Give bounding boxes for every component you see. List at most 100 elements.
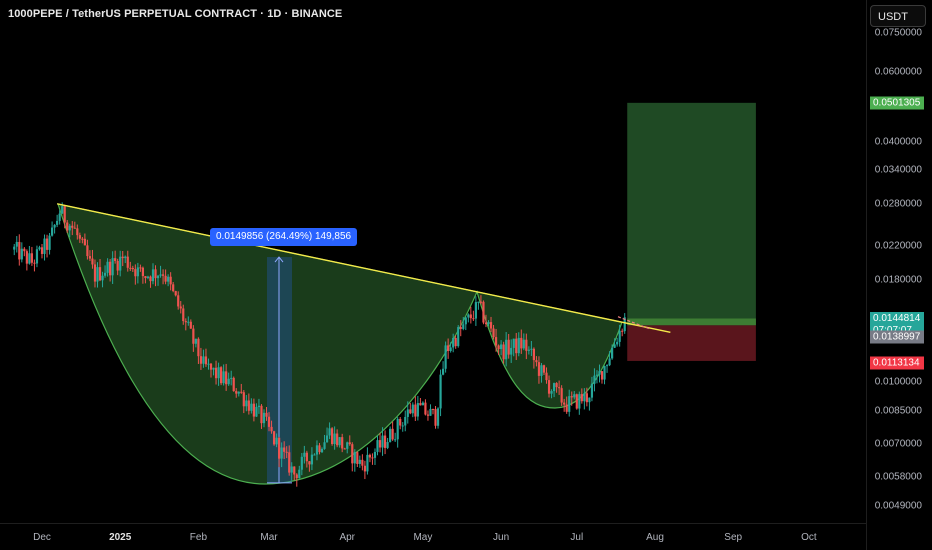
candle-body	[220, 367, 223, 384]
candle-body	[270, 426, 273, 432]
candle-body	[283, 447, 286, 452]
candle-body	[467, 314, 470, 318]
candle-body	[452, 337, 455, 348]
price-tick-label: 0.0100000	[874, 376, 922, 388]
target-price-tag: 0.0501305	[870, 96, 924, 110]
candle-body	[429, 408, 432, 416]
entry-band	[627, 318, 756, 326]
candle-body	[30, 253, 34, 263]
candle-body	[371, 457, 374, 459]
candle-body	[434, 409, 437, 426]
candle-body	[343, 448, 346, 450]
candle-body	[290, 466, 293, 473]
candle-body	[91, 258, 94, 265]
candle-body	[419, 403, 422, 406]
candle-body	[595, 374, 599, 376]
candle-body	[161, 274, 165, 276]
candle-body	[192, 328, 195, 344]
candle-body	[156, 275, 160, 279]
date-tick-label: Jul	[570, 532, 584, 543]
candle-body	[482, 301, 485, 323]
candle-body	[583, 393, 586, 402]
candle-body	[366, 454, 369, 472]
date-tick-label: Sep	[724, 532, 743, 543]
price-chart-canvas[interactable]	[0, 0, 866, 523]
candle-body	[510, 347, 513, 355]
candle-body	[78, 235, 81, 239]
candle-body	[338, 437, 341, 446]
price-tick-label: 0.0085000	[874, 405, 922, 416]
candle-body	[101, 275, 104, 281]
candle-body	[33, 262, 36, 264]
candle-body	[621, 330, 624, 332]
price-tick-label: 0.0280000	[874, 198, 922, 210]
candle-body	[106, 261, 109, 273]
candle-body	[396, 418, 399, 440]
candle-body	[563, 402, 566, 405]
candle-body	[134, 269, 137, 277]
candle-body	[159, 274, 162, 276]
candle-body	[179, 306, 182, 309]
candle-body	[353, 452, 356, 464]
candle-body	[444, 345, 447, 369]
time-axis-separator	[0, 523, 866, 524]
price-tick-label: 0.0070000	[874, 438, 922, 450]
candle-body	[600, 371, 604, 380]
candle-body	[204, 356, 208, 365]
date-tick-label: Mar	[260, 532, 278, 543]
candle-body	[462, 324, 465, 329]
candle-body	[247, 400, 250, 411]
candle-body	[149, 276, 152, 282]
candle-body	[507, 339, 510, 355]
candle-body	[182, 308, 185, 322]
candle-body	[48, 235, 51, 250]
candle-body	[358, 459, 361, 464]
candle-body	[13, 246, 16, 250]
candle-body	[484, 322, 488, 325]
candle-body	[560, 388, 563, 403]
candle-body	[552, 383, 556, 392]
candle-body	[40, 247, 44, 254]
candle-body	[469, 314, 472, 319]
candle-body	[389, 428, 392, 443]
candle-body	[411, 404, 414, 414]
candle-body	[217, 367, 220, 379]
candle-body	[35, 249, 39, 264]
candle-body	[53, 224, 56, 228]
candle-body	[25, 251, 28, 264]
candle-body	[623, 317, 626, 332]
candle-body	[250, 403, 253, 411]
symbol-title[interactable]: 1000PEPE / TetherUS PERPETUAL CONTRACT ·…	[8, 8, 343, 20]
candle-body	[550, 391, 553, 394]
candle-body	[378, 440, 382, 448]
candle-body	[598, 371, 601, 375]
currency-button[interactable]: USDT	[870, 5, 926, 27]
candle-body	[459, 327, 462, 329]
candle-body	[492, 328, 495, 338]
candle-body	[131, 267, 134, 270]
date-tick-label: Apr	[339, 532, 355, 543]
candle-body	[575, 394, 578, 409]
candle-body	[318, 445, 321, 453]
price-tick-label: 0.0180000	[874, 274, 922, 286]
candle-body	[618, 330, 621, 342]
candle-body	[310, 454, 314, 465]
candle-body	[126, 256, 129, 268]
candle-body	[502, 344, 505, 360]
candle-body	[240, 391, 243, 393]
candle-body	[527, 349, 530, 351]
candle-body	[93, 264, 97, 282]
last-price-value: 0.0144814	[873, 313, 921, 325]
stop-zone	[627, 325, 756, 361]
candle-body	[593, 375, 596, 384]
candle-body	[520, 337, 523, 349]
candle-body	[98, 267, 102, 281]
candle-body	[588, 397, 591, 403]
candle-body	[555, 383, 558, 388]
candle-body	[585, 393, 588, 403]
candle-body	[414, 404, 417, 417]
candle-body	[139, 267, 142, 269]
candle-body	[177, 295, 180, 307]
bar-countdown: 07:07:07	[873, 325, 924, 337]
